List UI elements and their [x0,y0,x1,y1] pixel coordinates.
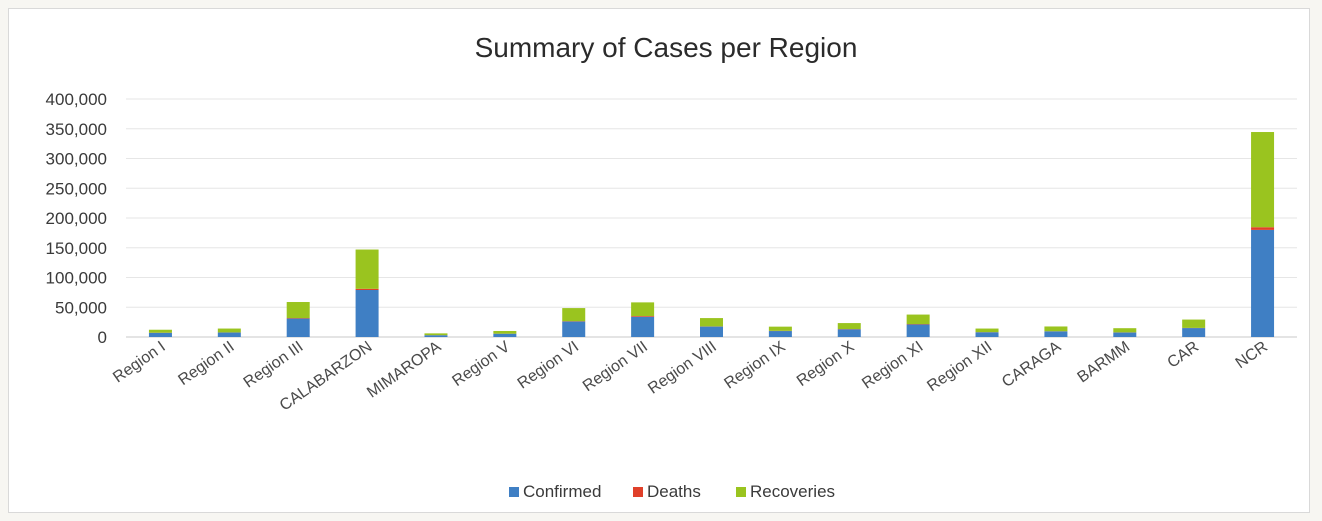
bar-segment [1113,332,1137,337]
bar-segment [493,333,517,337]
legend-swatch [633,487,643,497]
y-tick-label: 100,000 [46,269,107,288]
bar-segment [906,314,930,325]
bar-segment [286,318,310,337]
bars [148,132,1275,337]
y-tick-label: 350,000 [46,120,107,139]
x-tick-label: Region VII [580,338,651,395]
chart-frame: Summary of Cases per Region 0 50,000 100,0… [8,8,1310,513]
x-tick-label: Region III [241,338,307,391]
bar-segment [355,288,379,290]
bar-segment [1182,319,1206,328]
x-tick-label: CARAGA [999,338,1064,391]
bar-segment [355,249,379,289]
legend-label: Recoveries [750,482,835,501]
x-tick-label: Region XII [924,338,995,395]
legend-swatch [509,487,519,497]
x-tick-label: Region XI [859,338,926,392]
bar-segment [217,328,241,333]
x-tick-label: Region VIII [645,338,720,397]
x-axis-ticks: Region I Region II Region IIICALABARZONMIM… [110,338,1271,414]
bar-segment [286,302,310,319]
bar-segment [562,308,586,322]
chart-title: Summary of Cases per Region [475,32,858,63]
bar-segment [1113,328,1137,333]
gridlines [126,98,1297,338]
bar-segment [768,326,792,331]
x-tick-label: BARMM [1075,338,1134,386]
y-tick-label: 150,000 [46,239,107,258]
x-tick-label: NCR [1233,338,1271,372]
bar-segment [424,335,448,337]
y-tick-label: 250,000 [46,179,107,198]
bar-segment [217,332,241,337]
bar-segment [562,321,586,337]
bar-segment [1251,229,1275,337]
y-tick-label: 400,000 [46,90,107,109]
x-tick-label: Region II [175,338,237,389]
legend-label: Deaths [647,482,701,501]
bar-segment [493,330,517,334]
legend-swatch [736,487,746,497]
legend-label: Confirmed [523,482,601,501]
bar-segment [631,302,655,317]
x-tick-label: Region VI [515,338,582,392]
chart-svg: Summary of Cases per Region 0 50,000 100,0… [46,32,1297,501]
x-tick-label: Region IX [721,338,789,392]
y-tick-label: 0 [98,328,107,347]
bar-segment [700,318,723,327]
bar-segment [355,289,379,337]
y-axis-ticks: 0 50,000 100,000 150,000 200,000 250,000 300,0… [46,90,107,347]
bar-segment [906,324,930,337]
bar-segment [1251,132,1275,228]
bar-segment [1044,326,1068,332]
x-tick-label: Region I [110,338,169,386]
bar-segment [148,329,172,333]
y-tick-label: 50,000 [55,298,107,317]
y-tick-label: 200,000 [46,209,107,228]
bar-segment [1251,227,1275,230]
legend: Confirmed Deaths Recoveries [509,482,835,501]
x-tick-label: MIMAROPA [364,338,444,401]
bar-segment [631,316,655,337]
bar-segment [424,333,448,336]
bar-segment [975,332,999,337]
bar-segment [768,331,792,337]
y-tick-label: 300,000 [46,150,107,169]
x-tick-label: Region X [794,338,858,390]
bar-segment [837,323,861,330]
bar-segment [631,316,655,317]
bar-segment [837,329,861,337]
x-tick-label: CAR [1165,338,1202,371]
bar-segment [975,328,999,333]
x-tick-label: Region V [449,338,513,390]
bar-segment [1182,328,1206,337]
bar-segment [700,326,723,337]
bar-segment [1044,331,1068,337]
bar-segment [148,332,172,337]
